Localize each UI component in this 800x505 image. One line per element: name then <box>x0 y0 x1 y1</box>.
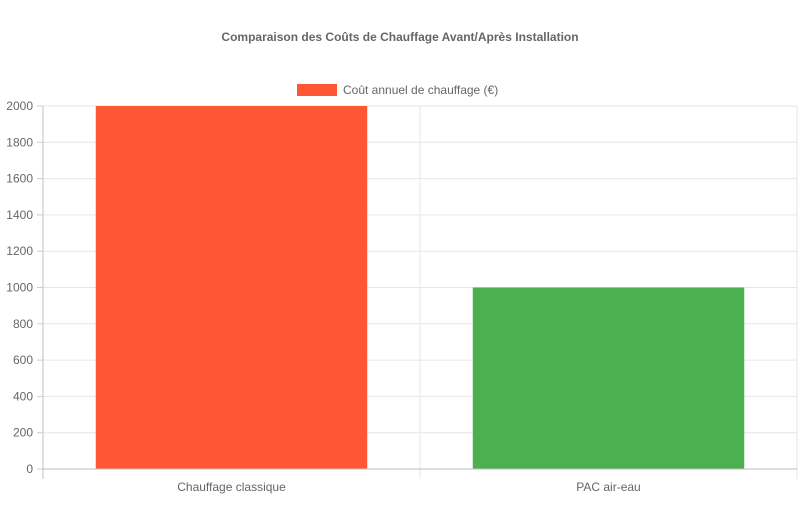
y-tick-label: 1600 <box>6 172 33 186</box>
legend-swatch <box>297 84 337 96</box>
y-tick-label: 600 <box>13 353 33 367</box>
y-tick-label: 1800 <box>6 135 33 149</box>
bars <box>95 106 745 470</box>
bar-1[interactable] <box>472 287 745 470</box>
y-tick-label: 1000 <box>6 281 33 295</box>
x-tick-label: Chauffage classique <box>177 480 286 494</box>
legend[interactable]: Coût annuel de chauffage (€) <box>297 83 498 97</box>
axes <box>37 106 797 479</box>
y-tick-label: 200 <box>13 426 33 440</box>
y-tick-label: 0 <box>26 462 33 476</box>
y-tick-label: 800 <box>13 317 33 331</box>
y-tick-label: 2000 <box>6 99 33 113</box>
y-tick-label: 1200 <box>6 244 33 258</box>
x-axis-ticks: Chauffage classique PAC air-eau <box>177 480 641 494</box>
y-axis-ticks: 0 200 400 600 800 1000 1200 1400 1600 1800 2000 <box>6 99 43 476</box>
y-tick-label: 400 <box>13 389 33 403</box>
bar-0[interactable] <box>95 106 368 469</box>
legend-label: Coût annuel de chauffage (€) <box>343 83 498 97</box>
chart-title: Comparaison des Coûts de Chauffage Avant… <box>221 30 578 44</box>
y-tick-label: 1400 <box>6 208 33 222</box>
x-tick-label: PAC air-eau <box>576 480 640 494</box>
